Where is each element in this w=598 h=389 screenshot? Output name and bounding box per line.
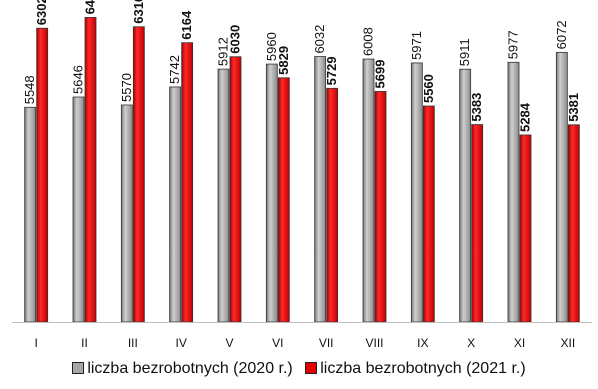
data-label-2021-XII: 5381 (566, 93, 581, 122)
bar-2020-XII (555, 51, 568, 323)
legend-label-2020: liczba bezrobotnych (2020 r.) (87, 360, 293, 377)
bar-2021-II (84, 17, 97, 323)
x-tick-label-VIII: VIII (365, 336, 383, 350)
x-tick-label-III: III (128, 336, 138, 350)
bar-2021-IV (181, 42, 194, 323)
data-label-2020-XII: 6072 (554, 20, 569, 49)
legend-swatch-2021 (305, 362, 318, 374)
legend-item-2020: liczba bezrobotnych (2020 r.) (72, 360, 293, 378)
x-tick-label-VII: VII (319, 336, 334, 350)
data-label-2021-X: 5383 (469, 93, 484, 122)
x-tick-label-II: II (81, 336, 88, 350)
bar-chart: 5548 6302 I 5646 6405 II 5570 6316 III 5742 6164 IV… (12, 0, 592, 350)
bar-2020-VII (314, 56, 327, 323)
data-label-2020-III: 5570 (119, 73, 134, 102)
bar-2021-III (132, 26, 145, 323)
data-label-2021-VII: 5729 (324, 56, 339, 85)
data-label-2020-VI: 5960 (264, 32, 279, 61)
data-label-2020-I: 5548 (22, 75, 37, 104)
data-label-2021-III: 6316 (131, 0, 146, 24)
data-label-2021-VI: 5829 (276, 46, 291, 75)
bar-2021-VII (326, 87, 339, 323)
x-tick-label-VI: VI (272, 336, 283, 350)
bar-2021-VIII (374, 91, 387, 323)
x-tick-label-V: V (225, 336, 233, 350)
data-label-2021-I: 6302 (34, 0, 49, 25)
bar-2020-IV (169, 86, 182, 323)
bar-2021-XI (519, 134, 532, 323)
bar-2021-X (471, 124, 484, 323)
bar-2021-IX (422, 105, 435, 323)
bar-2020-III (120, 104, 133, 323)
bar-2020-XI (507, 61, 520, 323)
data-label-2020-IX: 5971 (409, 31, 424, 60)
data-label-2020-X: 5911 (457, 38, 472, 66)
x-tick-label-X: X (467, 336, 475, 350)
data-label-2020-VII: 6032 (312, 25, 327, 54)
x-tick-label-IV: IV (175, 336, 186, 350)
bar-2021-XII (567, 124, 580, 323)
data-label-2021-II: 6405 (83, 0, 98, 14)
x-tick-label-IX: IX (417, 336, 428, 350)
bar-2020-VIII (362, 58, 375, 323)
x-tick-label-I: I (34, 336, 37, 350)
x-tick-label-XI: XI (514, 336, 525, 350)
bar-2021-V (229, 56, 242, 323)
chart-legend: liczba bezrobotnych (2020 r.) liczba bez… (0, 360, 598, 378)
x-tick-label-XII: XII (560, 336, 575, 350)
legend-swatch-2020 (72, 362, 85, 374)
data-label-2021-V: 6030 (228, 25, 243, 54)
data-label-2020-VIII: 6008 (361, 27, 376, 56)
bar-2020-VI (265, 63, 278, 323)
data-label-2021-IX: 5560 (421, 74, 436, 103)
data-label-2020-II: 5646 (71, 65, 86, 94)
bar-2021-VI (277, 77, 290, 323)
data-label-2020-XI: 5977 (506, 30, 521, 59)
data-label-2021-XI: 5284 (518, 102, 533, 132)
bar-2020-I (24, 106, 37, 323)
data-label-2020-V: 5912 (216, 37, 231, 66)
bar-2021-I (36, 27, 49, 323)
bar-2020-V (217, 68, 230, 323)
data-label-2020-IV: 5742 (167, 55, 182, 84)
data-label-2021-IV: 6164 (179, 10, 194, 40)
legend-item-2021: liczba bezrobotnych (2021 r.) (305, 360, 526, 378)
data-label-2021-VIII: 5699 (373, 60, 388, 89)
legend-label-2021: liczba bezrobotnych (2021 r.) (320, 360, 526, 377)
bar-2020-II (72, 96, 85, 323)
